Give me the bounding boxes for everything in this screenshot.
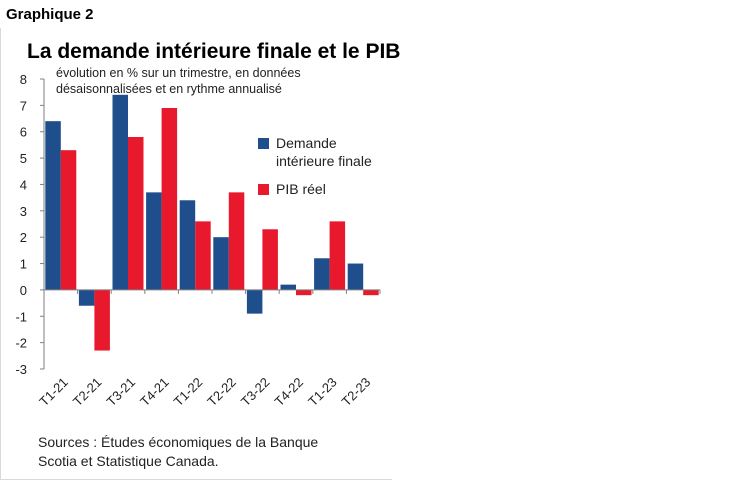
legend-label-pib: PIB réel: [276, 181, 326, 197]
x-tick-label: T2-23: [339, 375, 374, 410]
figure-label: Graphique 2: [6, 6, 94, 23]
bar-demande-interieure: [78, 289, 95, 306]
x-tick-label: T4-22: [271, 375, 306, 410]
x-tick-label: T3-22: [238, 375, 273, 410]
bar-pib-reel: [228, 192, 245, 290]
legend-label-demande: Demande intérieure finale: [276, 135, 372, 169]
x-tick-label: T3-21: [103, 375, 138, 410]
bar-demande-interieure: [280, 284, 296, 290]
bar-pib-reel: [262, 229, 278, 290]
chart-subtitle: évolution en % sur un trimestre, en donn…: [56, 66, 301, 96]
bar-pib-reel: [363, 289, 379, 296]
y-tick-label: -2: [15, 336, 27, 351]
bar-pib-reel: [94, 289, 110, 351]
bar-demande-interieure: [146, 192, 162, 290]
bar-demande-interieure: [112, 94, 128, 290]
bar-pib-reel: [329, 221, 346, 290]
x-tick-label: T2-22: [204, 375, 239, 410]
x-tick-label: T2-21: [70, 375, 105, 410]
x-tick-label: T1-22: [171, 375, 206, 410]
y-tick-label: 8: [20, 72, 27, 87]
bar-demande-interieure: [213, 237, 229, 290]
y-tick-label: 7: [20, 98, 27, 113]
y-tick-label: 5: [20, 151, 27, 166]
bar-pib-reel: [60, 150, 77, 290]
y-tick-label: 1: [20, 257, 27, 272]
bar-demande-interieure: [179, 200, 196, 290]
y-tick-label: 2: [20, 230, 27, 245]
bar-pib-reel: [296, 289, 312, 296]
bar-demande-interieure: [246, 289, 263, 314]
bar-demande-interieure: [347, 263, 364, 290]
legend-swatch-demande: [258, 138, 269, 149]
x-tick-label: T1-21: [36, 375, 71, 410]
x-tick-label: T4-21: [137, 375, 172, 410]
bar-pib-reel: [195, 221, 211, 290]
sources-note: Sources : Études économiques de la Banqu…: [38, 434, 319, 469]
y-tick-label: -3: [15, 362, 27, 377]
y-tick-label: 0: [20, 283, 27, 298]
x-tick-label: T1-23: [305, 375, 340, 410]
bar-pib-reel: [128, 137, 144, 290]
bar-demande-interieure: [314, 258, 330, 290]
bar-demande-interieure: [45, 121, 61, 290]
bar-pib-reel: [161, 108, 178, 290]
y-tick-label: -1: [15, 309, 27, 324]
chart-title: La demande intérieure finale et le PIB: [27, 40, 401, 63]
chart-frame: [0, 28, 392, 480]
legend-swatch-pib: [258, 184, 269, 195]
y-tick-label: 4: [20, 177, 27, 192]
y-tick-label: 6: [20, 125, 27, 140]
y-tick-label: 3: [20, 204, 27, 219]
